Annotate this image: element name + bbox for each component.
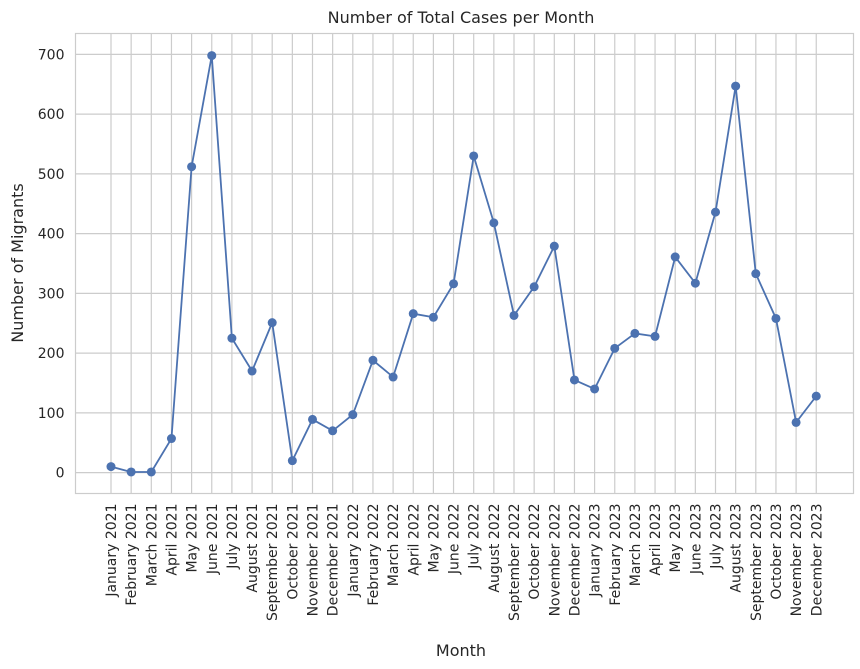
- x-tick-label: September 2021: [265, 504, 281, 621]
- y-tick-label: 700: [38, 47, 65, 63]
- y-tick-label: 0: [56, 466, 65, 482]
- y-tick-label: 300: [38, 286, 65, 302]
- x-tick-label: July 2022: [467, 504, 483, 570]
- x-tick-label: August 2021: [245, 504, 261, 593]
- data-point: [187, 162, 197, 172]
- data-point: [308, 414, 317, 424]
- data-point: [610, 343, 620, 353]
- x-tick-label: May 2022: [426, 504, 442, 573]
- data-points: [106, 51, 821, 477]
- x-tick-label: August 2023: [729, 504, 745, 593]
- data-point: [731, 81, 741, 91]
- x-tick-label: November 2021: [306, 504, 322, 617]
- y-tick-label: 500: [38, 167, 65, 183]
- x-tick-label: January 2021: [104, 504, 120, 598]
- data-point: [811, 391, 821, 401]
- data-point: [549, 241, 559, 251]
- data-point: [328, 426, 338, 436]
- data-point: [489, 218, 499, 228]
- data-point: [348, 410, 358, 420]
- data-point: [449, 279, 459, 289]
- data-point: [469, 151, 479, 161]
- x-tick-label: September 2023: [749, 504, 765, 621]
- x-tick-label: December 2022: [567, 504, 583, 617]
- data-point: [146, 467, 156, 477]
- y-tick-label: 400: [38, 227, 65, 243]
- x-tick-label: March 2021: [144, 504, 160, 587]
- x-tick-label: October 2023: [769, 504, 785, 600]
- x-tick-label: February 2022: [366, 504, 382, 606]
- x-tick-label: October 2022: [527, 504, 543, 600]
- x-tick-label: August 2022: [487, 504, 503, 593]
- x-tick-label: June 2023: [688, 504, 704, 576]
- data-point: [751, 269, 761, 279]
- data-point: [267, 318, 277, 328]
- y-tick-label: 200: [38, 346, 65, 362]
- x-tick-label: November 2023: [789, 504, 805, 617]
- data-point: [106, 462, 116, 472]
- grid: [75, 33, 854, 494]
- data-point: [227, 333, 237, 343]
- x-tick-label: March 2022: [386, 504, 402, 587]
- x-tick-label: May 2021: [185, 504, 201, 573]
- x-tick-label: April 2021: [164, 504, 180, 576]
- data-point: [509, 310, 519, 320]
- data-point: [166, 434, 176, 444]
- data-point: [670, 252, 680, 262]
- x-tick-label: July 2023: [709, 504, 725, 570]
- x-tick-label: July 2021: [225, 504, 241, 570]
- x-tick-label: February 2023: [608, 504, 624, 606]
- data-point: [569, 375, 579, 385]
- data-point: [207, 51, 217, 61]
- x-axis-ticks: January 2021 February 2021 March 2021 April…: [104, 504, 825, 621]
- plot-frame: [74, 32, 855, 495]
- x-tick-label: October 2021: [285, 504, 301, 600]
- data-point: [529, 282, 539, 292]
- chart-title: Number of Total Cases per Month: [328, 8, 595, 27]
- x-tick-label: June 2022: [447, 504, 463, 576]
- y-tick-label: 100: [38, 406, 65, 422]
- y-axis-label: Number of Migrants: [8, 183, 27, 342]
- x-tick-label: March 2023: [628, 504, 644, 587]
- x-tick-label: January 2022: [346, 504, 362, 598]
- data-point: [287, 456, 297, 466]
- data-point: [650, 331, 660, 341]
- data-point: [711, 207, 720, 217]
- data-point: [791, 417, 801, 427]
- data-point: [590, 384, 600, 394]
- data-point: [630, 328, 640, 338]
- x-tick-label: May 2023: [668, 504, 684, 573]
- data-point: [368, 355, 378, 365]
- series-line: [110, 55, 817, 473]
- x-tick-label: April 2022: [406, 504, 422, 576]
- data-point: [690, 278, 700, 288]
- y-tick-label: 600: [38, 107, 65, 123]
- x-tick-label: December 2021: [326, 504, 342, 617]
- y-axis-ticks: 0 100 200 300 400 500 600 700: [38, 47, 65, 481]
- x-tick-label: June 2021: [205, 504, 221, 576]
- x-tick-label: January 2023: [588, 504, 604, 598]
- x-tick-label: December 2023: [809, 504, 825, 617]
- data-point: [247, 366, 257, 376]
- x-tick-label: September 2022: [507, 504, 523, 621]
- data-point: [388, 372, 398, 382]
- data-point: [126, 467, 136, 477]
- x-axis-label: Month: [436, 641, 486, 660]
- x-tick-label: November 2022: [547, 504, 563, 617]
- data-point: [428, 312, 438, 322]
- x-tick-label: April 2023: [648, 504, 664, 576]
- x-tick-label: February 2021: [124, 504, 140, 606]
- data-point: [771, 313, 781, 323]
- data-point: [408, 309, 418, 319]
